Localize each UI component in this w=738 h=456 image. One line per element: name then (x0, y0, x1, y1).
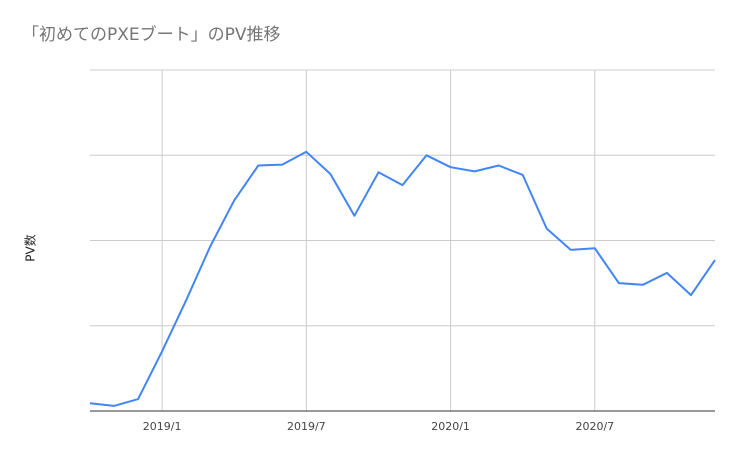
x-tick-label: 2019/1 (143, 420, 182, 433)
series-line (89, 150, 716, 407)
x-tick-label: 2020/7 (575, 420, 614, 433)
chart-title: 「初めてのPXEブート」のPV推移 (22, 25, 281, 45)
series-layer (89, 150, 716, 407)
x-tick-label: 2020/1 (431, 420, 470, 433)
x-tick-label: 2019/7 (287, 420, 326, 433)
x-axis-ticks: 2019/1 2019/7 2020/1 2020/7 (143, 420, 614, 433)
gridlines (90, 69, 715, 412)
